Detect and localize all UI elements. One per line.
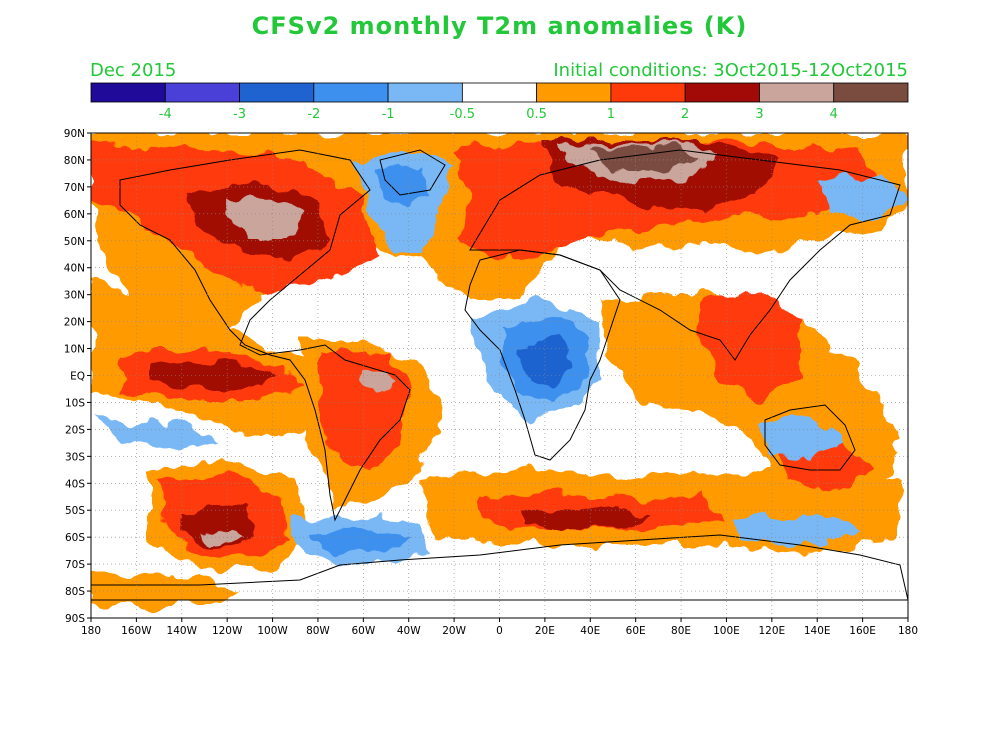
lon-label: 80W	[306, 625, 330, 637]
colorbar-tick-label: 3	[755, 107, 763, 122]
lat-label: 90N	[64, 128, 85, 140]
lon-label: 20W	[442, 625, 466, 637]
lat-label: 30N	[64, 290, 85, 302]
colorbar	[90, 82, 909, 103]
lon-label: 40W	[397, 625, 421, 637]
colorbar-tick-label: -4	[159, 107, 172, 122]
lat-label: 30S	[65, 451, 85, 463]
initial-conditions: Initial conditions: 3Oct2015-12Oct2015	[553, 60, 908, 81]
colorbar-tick-label: -3	[233, 107, 246, 122]
colorbar-bin	[610, 82, 686, 103]
colorbar-tick-label: 1	[607, 107, 615, 122]
colorbar-bin	[164, 82, 240, 103]
lat-label: 50N	[64, 236, 85, 248]
colorbar-tick-label: 0.5	[526, 107, 547, 122]
colorbar-tick-label: 2	[681, 107, 689, 122]
colorbar-bin	[684, 82, 760, 103]
map-title: CFSv2 monthly T2m anomalies (K)	[251, 12, 748, 40]
colorbar-tick-label: -1	[382, 107, 395, 122]
longitude-labels: 180 160W 140W 120W 100W 80W 60W 40W 20W 0 20E 40E 60…	[81, 625, 918, 637]
colorbar-labels: -4 -3 -2 -1 -0.5 0.5 1 2 3 4	[159, 107, 838, 122]
colorbar-bin	[313, 82, 389, 103]
lon-label: 0	[496, 625, 503, 637]
lon-label: 160W	[121, 625, 152, 637]
colorbar-tick-label: 4	[830, 107, 838, 122]
lat-label: 20S	[65, 424, 85, 436]
lat-label: 80N	[64, 155, 85, 167]
latitude-labels: 90N 80N 70N 60N 50N 40N 30N 20N 10N EQ 10S 20S 30S 40…	[64, 128, 86, 625]
lon-label: 100E	[713, 625, 740, 637]
lon-label: 160E	[849, 625, 876, 637]
colorbar-tick-label: -0.5	[450, 107, 475, 122]
map-frame	[90, 132, 909, 619]
lat-label: 60S	[65, 532, 85, 544]
colorbar-bin	[90, 82, 166, 103]
forecast-month: Dec 2015	[90, 60, 177, 81]
lat-label: 90S	[65, 613, 85, 625]
lon-label: 100W	[257, 625, 288, 637]
lon-label: 180	[81, 625, 101, 637]
lon-label: 140W	[167, 625, 198, 637]
lon-label: 20E	[535, 625, 555, 637]
lat-label: EQ	[70, 371, 85, 383]
lon-label: 40E	[580, 625, 600, 637]
colorbar-bin	[759, 82, 835, 103]
colorbar-bin	[239, 82, 315, 103]
colorbar-bin	[833, 82, 909, 103]
lon-label: 120W	[212, 625, 243, 637]
lon-label: 80E	[671, 625, 691, 637]
lat-label: 70N	[64, 182, 85, 194]
colorbar-bin	[387, 82, 463, 103]
lon-label: 60E	[626, 625, 646, 637]
lon-label: 180	[898, 625, 918, 637]
lon-label: 120E	[758, 625, 785, 637]
lat-label: 60N	[64, 209, 85, 221]
lat-label: 10N	[64, 344, 85, 356]
lat-label: 20N	[64, 317, 85, 329]
lon-label: 140E	[804, 625, 831, 637]
colorbar-tick-label: -2	[307, 107, 320, 122]
lat-label: 40S	[65, 478, 85, 490]
colorbar-bin	[536, 82, 612, 103]
graticule	[87, 132, 909, 622]
lat-label: 70S	[65, 559, 85, 571]
lat-label: 80S	[65, 586, 85, 598]
lat-label: 50S	[65, 505, 85, 517]
lon-label: 60W	[351, 625, 375, 637]
colorbar-bin	[461, 82, 538, 103]
coastlines	[91, 149, 908, 601]
lat-label: 40N	[64, 263, 85, 275]
lat-label: 10S	[65, 397, 85, 409]
